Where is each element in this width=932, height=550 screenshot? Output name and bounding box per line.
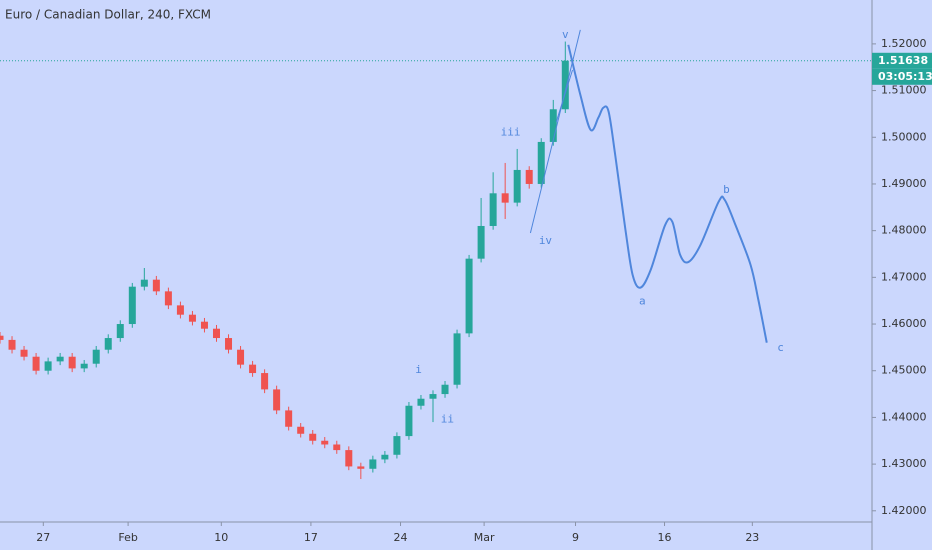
candle-body [525, 169, 533, 184]
wave-label: c [777, 341, 784, 354]
x-tick-label: Feb [118, 531, 137, 544]
candle-body [429, 394, 437, 399]
candle-body [477, 225, 485, 259]
y-tick-label: 1.46000 [881, 317, 927, 330]
candle-body [561, 60, 569, 110]
candle-body [369, 459, 377, 469]
chart-title: Euro / Canadian Dollar, 240, FXCM [5, 8, 211, 22]
candle-body [441, 384, 449, 395]
candle-body [501, 193, 509, 203]
x-tick-label: 17 [304, 531, 318, 544]
candle-body [212, 328, 220, 339]
candle-body [333, 444, 341, 451]
candle-body [104, 338, 112, 350]
y-tick-label: 1.49000 [881, 177, 927, 190]
candle-body [273, 389, 281, 411]
candle-body [549, 109, 557, 142]
candle-body [285, 410, 293, 427]
wave-label: a [639, 295, 646, 308]
x-tick-label: 9 [572, 531, 579, 544]
y-tick-label: 1.43000 [881, 457, 927, 470]
candle-body [321, 440, 329, 445]
candle-body [417, 398, 425, 406]
candle-body [0, 335, 4, 340]
candle-body [237, 349, 245, 365]
candle-body [537, 141, 545, 184]
candle-body [152, 279, 160, 292]
wave-label: b [723, 183, 730, 196]
candle-body [200, 321, 208, 329]
trendline [555, 69, 573, 123]
x-tick-label: 27 [36, 531, 50, 544]
y-tick-label: 1.44000 [881, 410, 927, 423]
y-tick-label: 1.45000 [881, 364, 927, 377]
candle-body [20, 349, 28, 357]
candle-body [225, 338, 233, 350]
y-tick-label: 1.52000 [881, 37, 927, 50]
candle-body [56, 356, 64, 362]
x-tick-label: 16 [658, 531, 672, 544]
candle-body [164, 291, 172, 306]
y-tick-label: 1.47000 [881, 270, 927, 283]
candle-body [8, 339, 16, 350]
candle-body [128, 286, 136, 325]
y-tick-label: 1.48000 [881, 224, 927, 237]
candle-body [176, 305, 184, 315]
y-tick-label: 1.50000 [881, 130, 927, 143]
wave-label: v [562, 28, 569, 41]
candle-body [32, 356, 40, 371]
candle-body [465, 258, 473, 334]
candle-body [140, 279, 148, 287]
candle-body [345, 450, 353, 467]
last-price-label: 1.51638 [878, 54, 928, 67]
candle-body [489, 193, 497, 226]
wave-label: ii [441, 413, 454, 426]
x-tick-label: 24 [394, 531, 408, 544]
candle-body [249, 364, 257, 374]
candle-body [68, 356, 76, 369]
x-tick-label: 10 [214, 531, 228, 544]
countdown-label: 03:05:13 [878, 70, 932, 83]
candle-body [44, 361, 52, 371]
projection-path [567, 44, 768, 343]
candle-body [405, 405, 413, 437]
candle-body [92, 349, 100, 364]
candle-body [188, 314, 196, 322]
candle-body [80, 363, 88, 369]
countdown-box [872, 68, 932, 85]
candle-body [116, 324, 124, 339]
candle-body [453, 333, 461, 385]
candle-body [393, 436, 401, 455]
last-price-box [872, 52, 932, 69]
candle-body [297, 426, 305, 434]
candle-body [357, 466, 365, 469]
x-tick-label: 23 [745, 531, 759, 544]
wave-label: i [415, 363, 422, 376]
wave-label: iv [539, 234, 553, 247]
y-tick-label: 1.51000 [881, 84, 927, 97]
candle-body [513, 169, 521, 203]
wave-label: iii [501, 126, 521, 139]
candle-body [381, 454, 389, 460]
candle-body [309, 433, 317, 441]
candle-body [261, 373, 269, 390]
x-tick-label: Mar [474, 531, 495, 544]
y-tick-label: 1.42000 [881, 504, 927, 517]
